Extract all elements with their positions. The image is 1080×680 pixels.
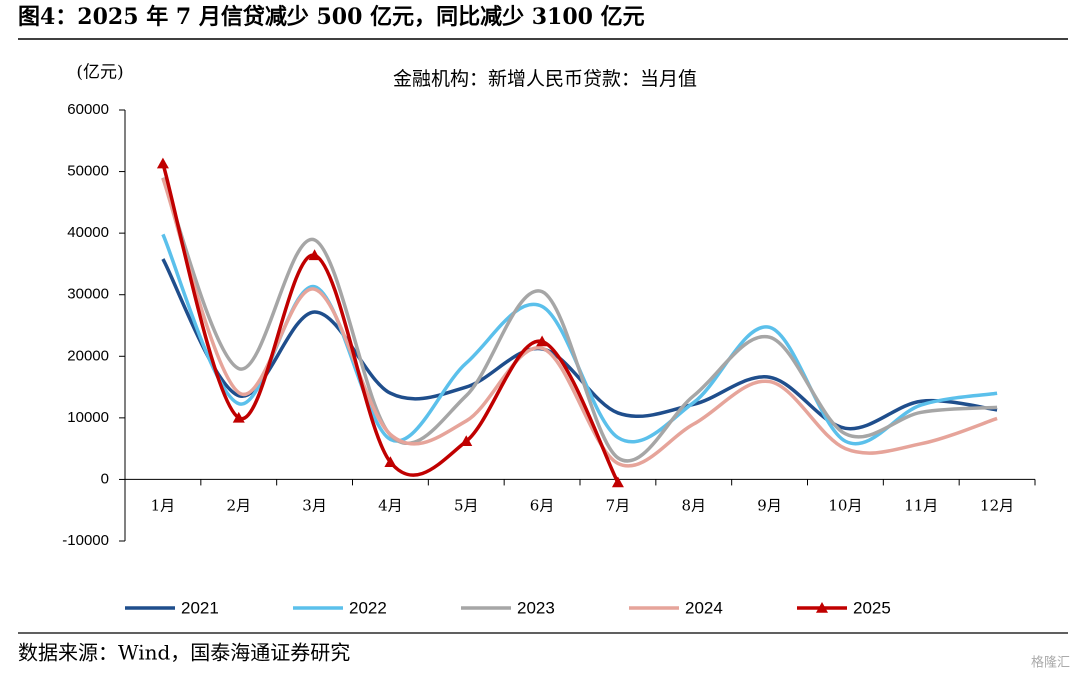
x-tick-label: 11月 <box>904 496 938 514</box>
x-tick-label: 1月 <box>151 496 176 514</box>
x-tick-label: 7月 <box>606 496 631 514</box>
y-tick-label: 10000 <box>67 409 109 426</box>
x-tick-label: 6月 <box>530 496 555 514</box>
point-marker <box>156 157 169 169</box>
x-tick-label: 3月 <box>302 496 327 514</box>
legend-label: 2023 <box>517 598 555 617</box>
y-tick-label: 50000 <box>67 163 109 180</box>
source: 数据来源：Wind，国泰海通证券研究 <box>18 641 350 665</box>
point-marker <box>460 435 473 447</box>
y-tick-label: 0 <box>101 470 109 487</box>
point-marker <box>536 335 549 347</box>
x-tick-label: 10月 <box>828 496 862 514</box>
y-axis-unit: (亿元) <box>76 63 123 83</box>
x-tick-label: 2月 <box>226 496 251 514</box>
legend-label: 2022 <box>349 598 387 617</box>
x-tick-label: 4月 <box>378 496 403 514</box>
legend-label: 2024 <box>685 598 723 617</box>
legend-marker <box>816 602 828 613</box>
watermark: 格隆汇 <box>1031 655 1070 671</box>
x-tick-label: 9月 <box>757 496 782 514</box>
x-tick-label: 8月 <box>681 496 706 514</box>
point-marker <box>611 476 624 488</box>
y-tick-label: 30000 <box>67 286 109 303</box>
legend-label: 2025 <box>853 598 891 617</box>
point-marker <box>384 456 397 467</box>
x-tick-label: 12月 <box>980 496 1014 514</box>
series-line <box>161 177 998 463</box>
legend-label: 2021 <box>181 598 219 617</box>
page-title: 图4：2025 年 7 月信贷减少 500 亿元，同比减少 3100 亿元 <box>18 4 645 30</box>
y-tick-label: 20000 <box>67 347 109 364</box>
x-tick-label: 5月 <box>454 496 479 514</box>
point-marker <box>308 249 321 261</box>
point-marker <box>232 411 245 423</box>
chart-title: 金融机构：新增人民币贷款：当月值 <box>393 68 697 90</box>
y-tick-label: 40000 <box>67 224 109 241</box>
y-tick-label: 60000 <box>67 101 109 118</box>
y-tick-label: -10000 <box>62 532 109 549</box>
